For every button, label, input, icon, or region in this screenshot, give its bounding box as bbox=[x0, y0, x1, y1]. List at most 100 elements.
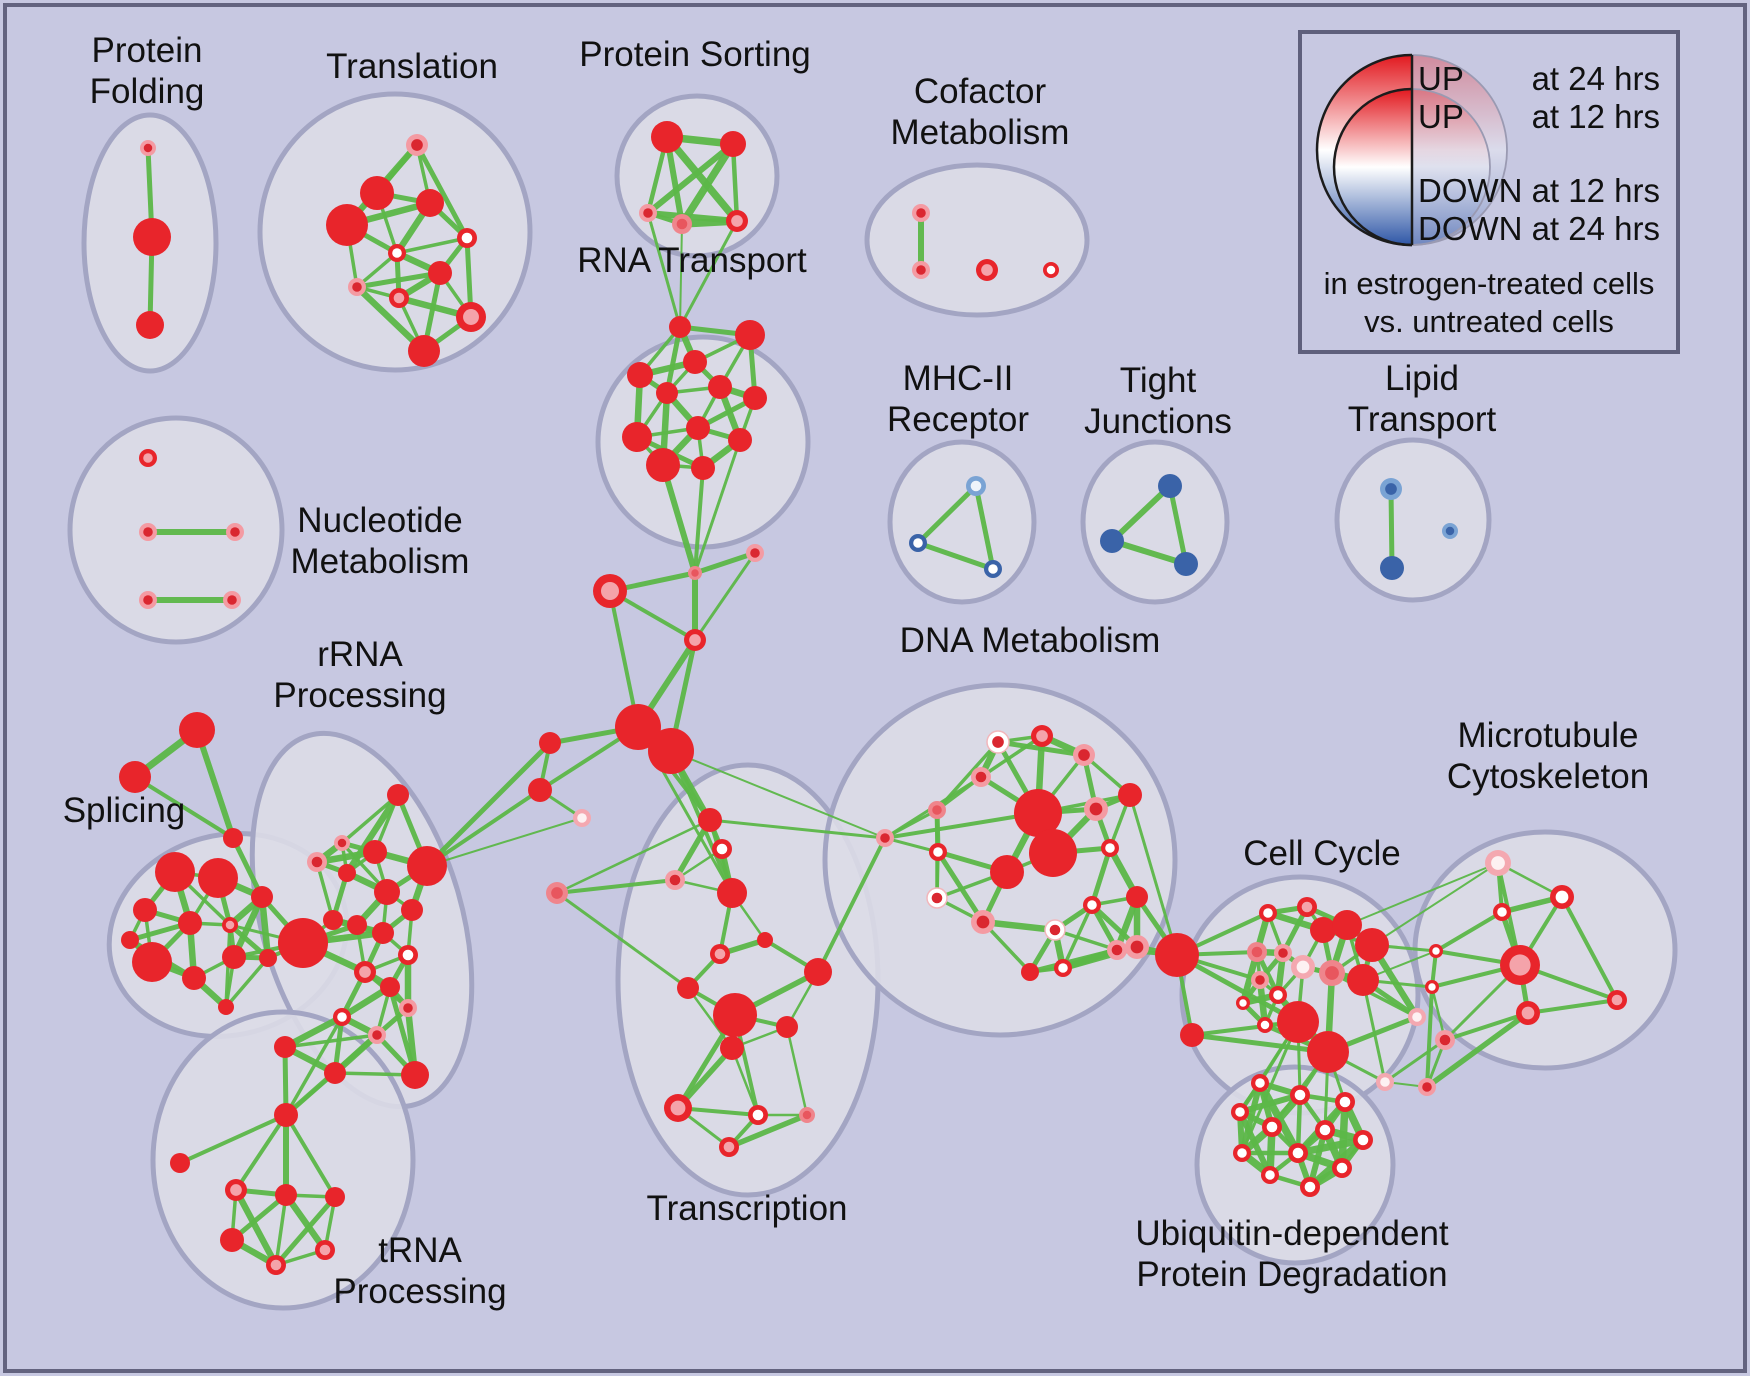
node-r bbox=[401, 899, 423, 921]
node-r bbox=[990, 855, 1024, 889]
edge bbox=[915, 540, 996, 572]
cluster-mh-bubble bbox=[887, 439, 1037, 605]
node-pr bbox=[226, 523, 244, 541]
cluster-tn-label: tRNA bbox=[378, 1231, 462, 1270]
node-rp bbox=[456, 302, 486, 332]
node-pp bbox=[1247, 942, 1267, 962]
node-r bbox=[743, 386, 767, 410]
cluster-mc-label: Microtubule bbox=[1458, 716, 1639, 755]
node-pr bbox=[223, 591, 241, 609]
edge bbox=[284, 1113, 337, 1199]
legend-up-12-label: UP bbox=[1418, 98, 1464, 135]
node-rw bbox=[1288, 1143, 1308, 1163]
edge bbox=[1560, 895, 1619, 1002]
node-r bbox=[121, 931, 139, 949]
edge bbox=[883, 811, 1040, 840]
edge bbox=[608, 589, 640, 729]
cluster-cf-label: Cofactor bbox=[914, 72, 1047, 111]
cluster-lt-label: Lipid bbox=[1385, 359, 1459, 398]
edge bbox=[1109, 483, 1173, 544]
edge bbox=[979, 918, 1059, 934]
cluster-mh-label: Receptor bbox=[887, 400, 1029, 439]
node-r bbox=[804, 958, 832, 986]
node-lb bbox=[1442, 523, 1458, 539]
node-r bbox=[274, 1103, 298, 1127]
node-r bbox=[275, 1184, 297, 1206]
node-r bbox=[182, 966, 206, 990]
node-r bbox=[1180, 1023, 1204, 1047]
node-r bbox=[691, 456, 715, 480]
node-bw bbox=[909, 534, 927, 552]
edge bbox=[693, 438, 742, 575]
legend-up-24-time: at 24 hrs bbox=[1532, 60, 1660, 97]
node-rw bbox=[1335, 1092, 1355, 1112]
node-pr bbox=[665, 870, 685, 890]
node-r bbox=[1126, 886, 1148, 908]
legend-circle-right-inner bbox=[1412, 89, 1490, 245]
node-r bbox=[683, 350, 707, 374]
node-rp bbox=[1607, 990, 1627, 1010]
node-r bbox=[1307, 1031, 1349, 1073]
node-r bbox=[717, 878, 747, 908]
edge bbox=[315, 860, 335, 922]
node-r bbox=[324, 1062, 346, 1084]
node-b bbox=[1380, 556, 1404, 580]
figure-border bbox=[3, 3, 1747, 1373]
edge bbox=[234, 1113, 288, 1192]
edge bbox=[679, 223, 683, 328]
node-r bbox=[1347, 964, 1379, 996]
edge bbox=[726, 1112, 810, 1150]
edge bbox=[915, 483, 979, 546]
node-r bbox=[133, 898, 157, 922]
node-pr bbox=[912, 261, 930, 279]
node-rw bbox=[1043, 262, 1059, 278]
node-rp bbox=[726, 210, 748, 232]
edge bbox=[284, 1015, 344, 1117]
node-pw bbox=[1408, 1008, 1426, 1026]
node-r bbox=[1029, 829, 1077, 877]
node-lb bbox=[1380, 478, 1402, 500]
node-pp bbox=[672, 214, 692, 234]
edge bbox=[1053, 928, 1119, 952]
node-rp bbox=[710, 944, 730, 964]
node-pp bbox=[546, 882, 568, 904]
cluster-cc-label: Cell Cycle bbox=[1243, 834, 1401, 873]
cluster-lt-label: Transport bbox=[1348, 400, 1497, 439]
node-r bbox=[622, 422, 652, 452]
node-rw bbox=[398, 945, 418, 965]
node-rp bbox=[976, 259, 998, 281]
node-b bbox=[1100, 529, 1124, 553]
node-rp bbox=[315, 1240, 335, 1260]
node-rp bbox=[139, 449, 157, 467]
node-r bbox=[708, 375, 732, 399]
legend-circle-left-inner bbox=[1334, 89, 1412, 245]
edge bbox=[555, 878, 677, 895]
edge bbox=[979, 734, 1044, 779]
cluster-cf-bubble bbox=[864, 162, 1090, 318]
node-r bbox=[198, 858, 238, 898]
edge bbox=[883, 836, 940, 854]
legend-box bbox=[1298, 30, 1680, 354]
node-r bbox=[133, 218, 171, 256]
node-r bbox=[528, 778, 552, 802]
node-r bbox=[735, 320, 765, 350]
node-r bbox=[615, 704, 661, 750]
edge bbox=[1434, 910, 1504, 953]
edge bbox=[663, 133, 741, 225]
node-rw bbox=[1290, 1085, 1310, 1105]
edge bbox=[1167, 483, 1189, 567]
node-pr bbox=[1125, 935, 1149, 959]
edge bbox=[1346, 862, 1499, 926]
node-r bbox=[338, 864, 356, 882]
node-r bbox=[274, 1036, 296, 1058]
cluster-lt-bubble bbox=[1334, 437, 1492, 603]
edge bbox=[646, 211, 682, 329]
node-rw bbox=[929, 843, 947, 861]
legend-down-12-time: at 12 hrs bbox=[1532, 172, 1660, 209]
node-pr bbox=[406, 134, 428, 156]
node-rw bbox=[1269, 986, 1287, 1004]
edge bbox=[340, 793, 400, 845]
node-r bbox=[372, 922, 394, 944]
node-rp bbox=[266, 1255, 286, 1275]
node-pr bbox=[139, 591, 157, 609]
